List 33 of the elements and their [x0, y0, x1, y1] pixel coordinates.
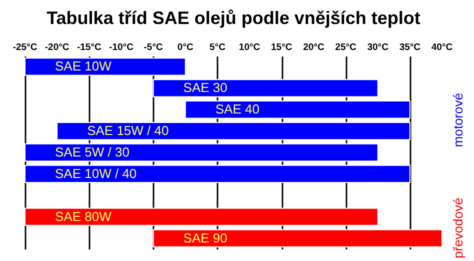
x-tick-label: 35°C	[399, 42, 421, 53]
text: motorové	[450, 93, 466, 148]
y-tick-label: SAE 5W / 30	[55, 144, 130, 160]
x-tick-label: 0°C	[177, 42, 194, 53]
bar	[152, 79, 378, 98]
bar	[24, 164, 410, 184]
y-tick-label: SAE 40	[215, 102, 260, 117]
text: převodové	[450, 197, 466, 258]
y-tick-label: SAE 80W	[55, 208, 112, 224]
x-tick-label: 25°C	[335, 42, 357, 53]
y-tick-label: SAE 10W / 40	[55, 166, 137, 181]
x-tick-label: 40°C	[431, 42, 453, 53]
x-tick-label: -5°C	[144, 42, 163, 53]
x-tick-label: 10°C	[238, 42, 260, 53]
bar	[56, 122, 410, 140]
bar	[24, 143, 378, 162]
y-tick-label: SAE 10W	[55, 58, 112, 74]
x-tick-label: 5°C	[209, 42, 226, 53]
x-tick-label: 15°C	[271, 42, 292, 53]
x-tick-label: 30°C	[367, 42, 389, 53]
y-tick-label: SAE 15W / 40	[87, 123, 169, 138]
x-tick-label: -15°C	[76, 42, 102, 53]
x-tick-label: 20°C	[303, 42, 324, 53]
y-tick-label: SAE 30	[183, 80, 228, 96]
x-tick-label: -20°C	[44, 42, 70, 53]
bar	[24, 58, 186, 76]
chart-title: Tabulka tříd SAE olejů podle vnějších teplot	[46, 8, 420, 28]
bar	[184, 100, 410, 119]
bar	[152, 229, 442, 248]
y-tick-label: SAE 90	[183, 230, 228, 246]
x-tick-label: -10°C	[109, 42, 134, 53]
x-tick-label: -25°C	[12, 42, 38, 53]
bar	[24, 208, 378, 226]
